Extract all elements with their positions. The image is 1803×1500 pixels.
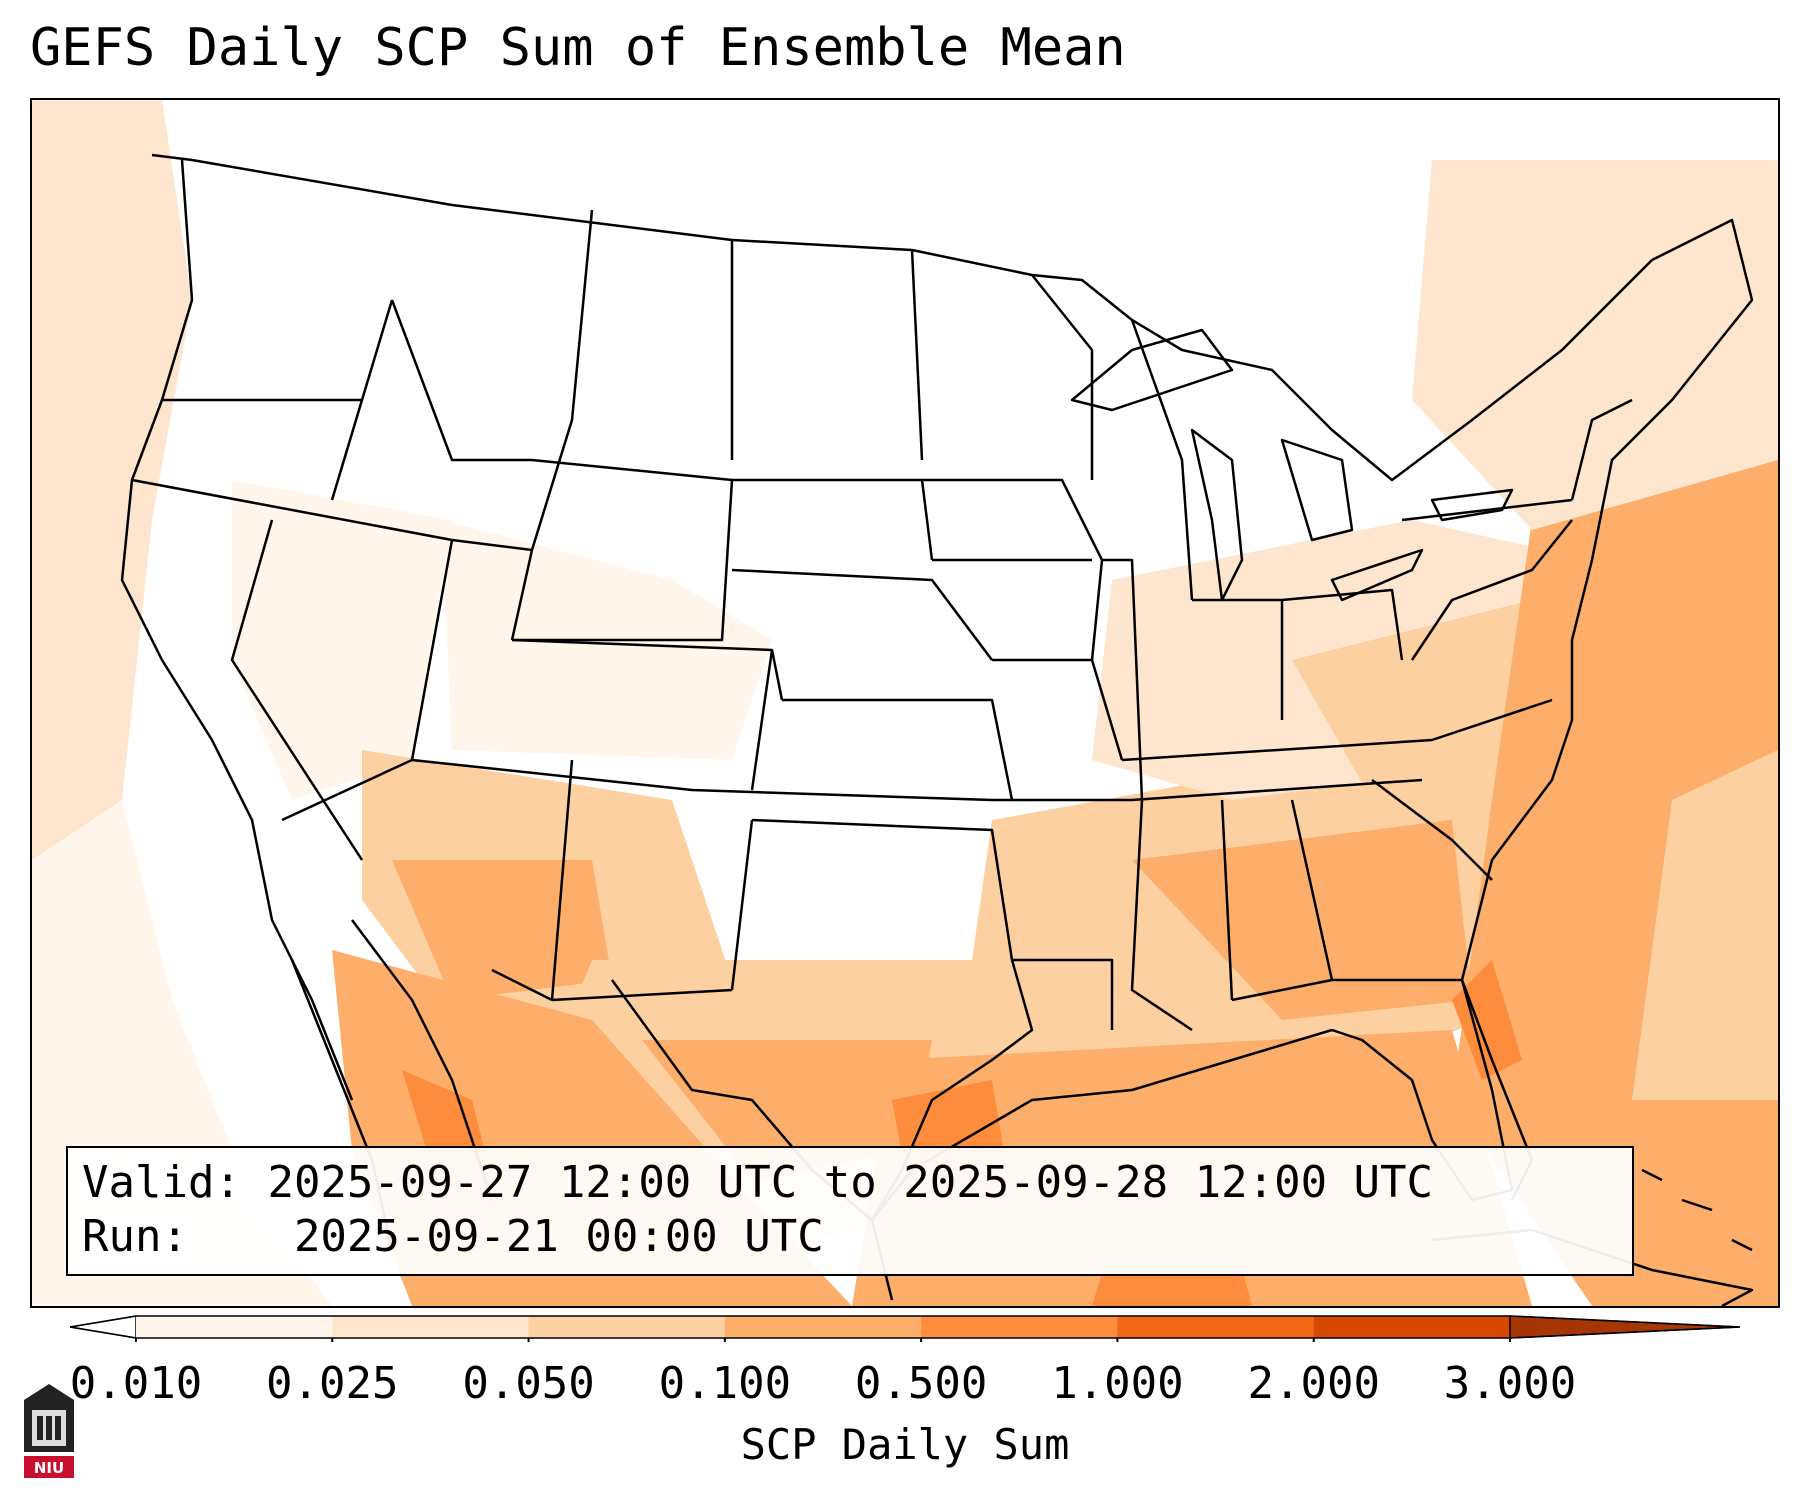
west-coast — [120, 159, 354, 1101]
great-basin-shading — [232, 480, 452, 800]
colorbar — [70, 1315, 1740, 1342]
pacific-shading — [32, 100, 192, 860]
lake-erie — [1330, 548, 1424, 602]
colorbar-segment — [921, 1316, 1118, 1338]
colorbar-tick-label: 0.100 — [658, 1358, 792, 1409]
colorbar-tick-label: 0.050 — [462, 1358, 595, 1409]
info-box: Valid: 2025-09-27 12:00 UTC to 2025-09-2… — [66, 1146, 1634, 1276]
colorbar-segment — [724, 1316, 922, 1338]
map-title: GEFS Daily SCP Sum of Ensemble Mean — [30, 18, 1126, 78]
run-text: 2025-09-21 00:00 UTC — [293, 1211, 824, 1262]
colorbar-tick-label: 1.000 — [1051, 1358, 1184, 1409]
lake-ontario — [1430, 488, 1514, 522]
map-canvas — [32, 100, 1778, 1306]
colorbar-tick-label: 0.500 — [854, 1358, 988, 1409]
colorbar-segment — [136, 1316, 333, 1338]
lake-huron — [1280, 438, 1354, 542]
niu-logo-text: NIU — [34, 1459, 64, 1477]
lake-michigan — [1190, 428, 1244, 602]
niu-logo: NIU — [24, 1384, 74, 1478]
colorbar-label: SCP Daily Sum — [740, 1420, 1070, 1469]
valid-label: Valid: — [82, 1157, 241, 1208]
east-coast — [1460, 218, 1754, 1201]
colorbar-segment — [528, 1316, 726, 1338]
scp-field — [32, 100, 1778, 1306]
boundaries — [120, 153, 1754, 1306]
valid-text: 2025-09-27 12:00 UTC to 2025-09-28 12:00… — [267, 1157, 1434, 1208]
lake-superior — [1070, 328, 1234, 412]
colorbar-segment — [1313, 1316, 1511, 1338]
niu-logo-band — [24, 1456, 74, 1478]
colorbar-extend-low — [70, 1315, 137, 1339]
colorbar-tick-label: 0.010 — [69, 1358, 203, 1409]
colorbar-segment — [1117, 1316, 1315, 1338]
run-label: Run: — [82, 1211, 188, 1262]
colorbar-segment — [332, 1316, 530, 1338]
colorbar-tick-label: 0.025 — [266, 1358, 399, 1409]
map-frame — [30, 98, 1780, 1308]
colorbar-tick-label: 2.000 — [1247, 1358, 1380, 1409]
colorbar-tick-label: 3.000 — [1443, 1358, 1577, 1409]
colorbar-extend-high — [1509, 1315, 1740, 1339]
